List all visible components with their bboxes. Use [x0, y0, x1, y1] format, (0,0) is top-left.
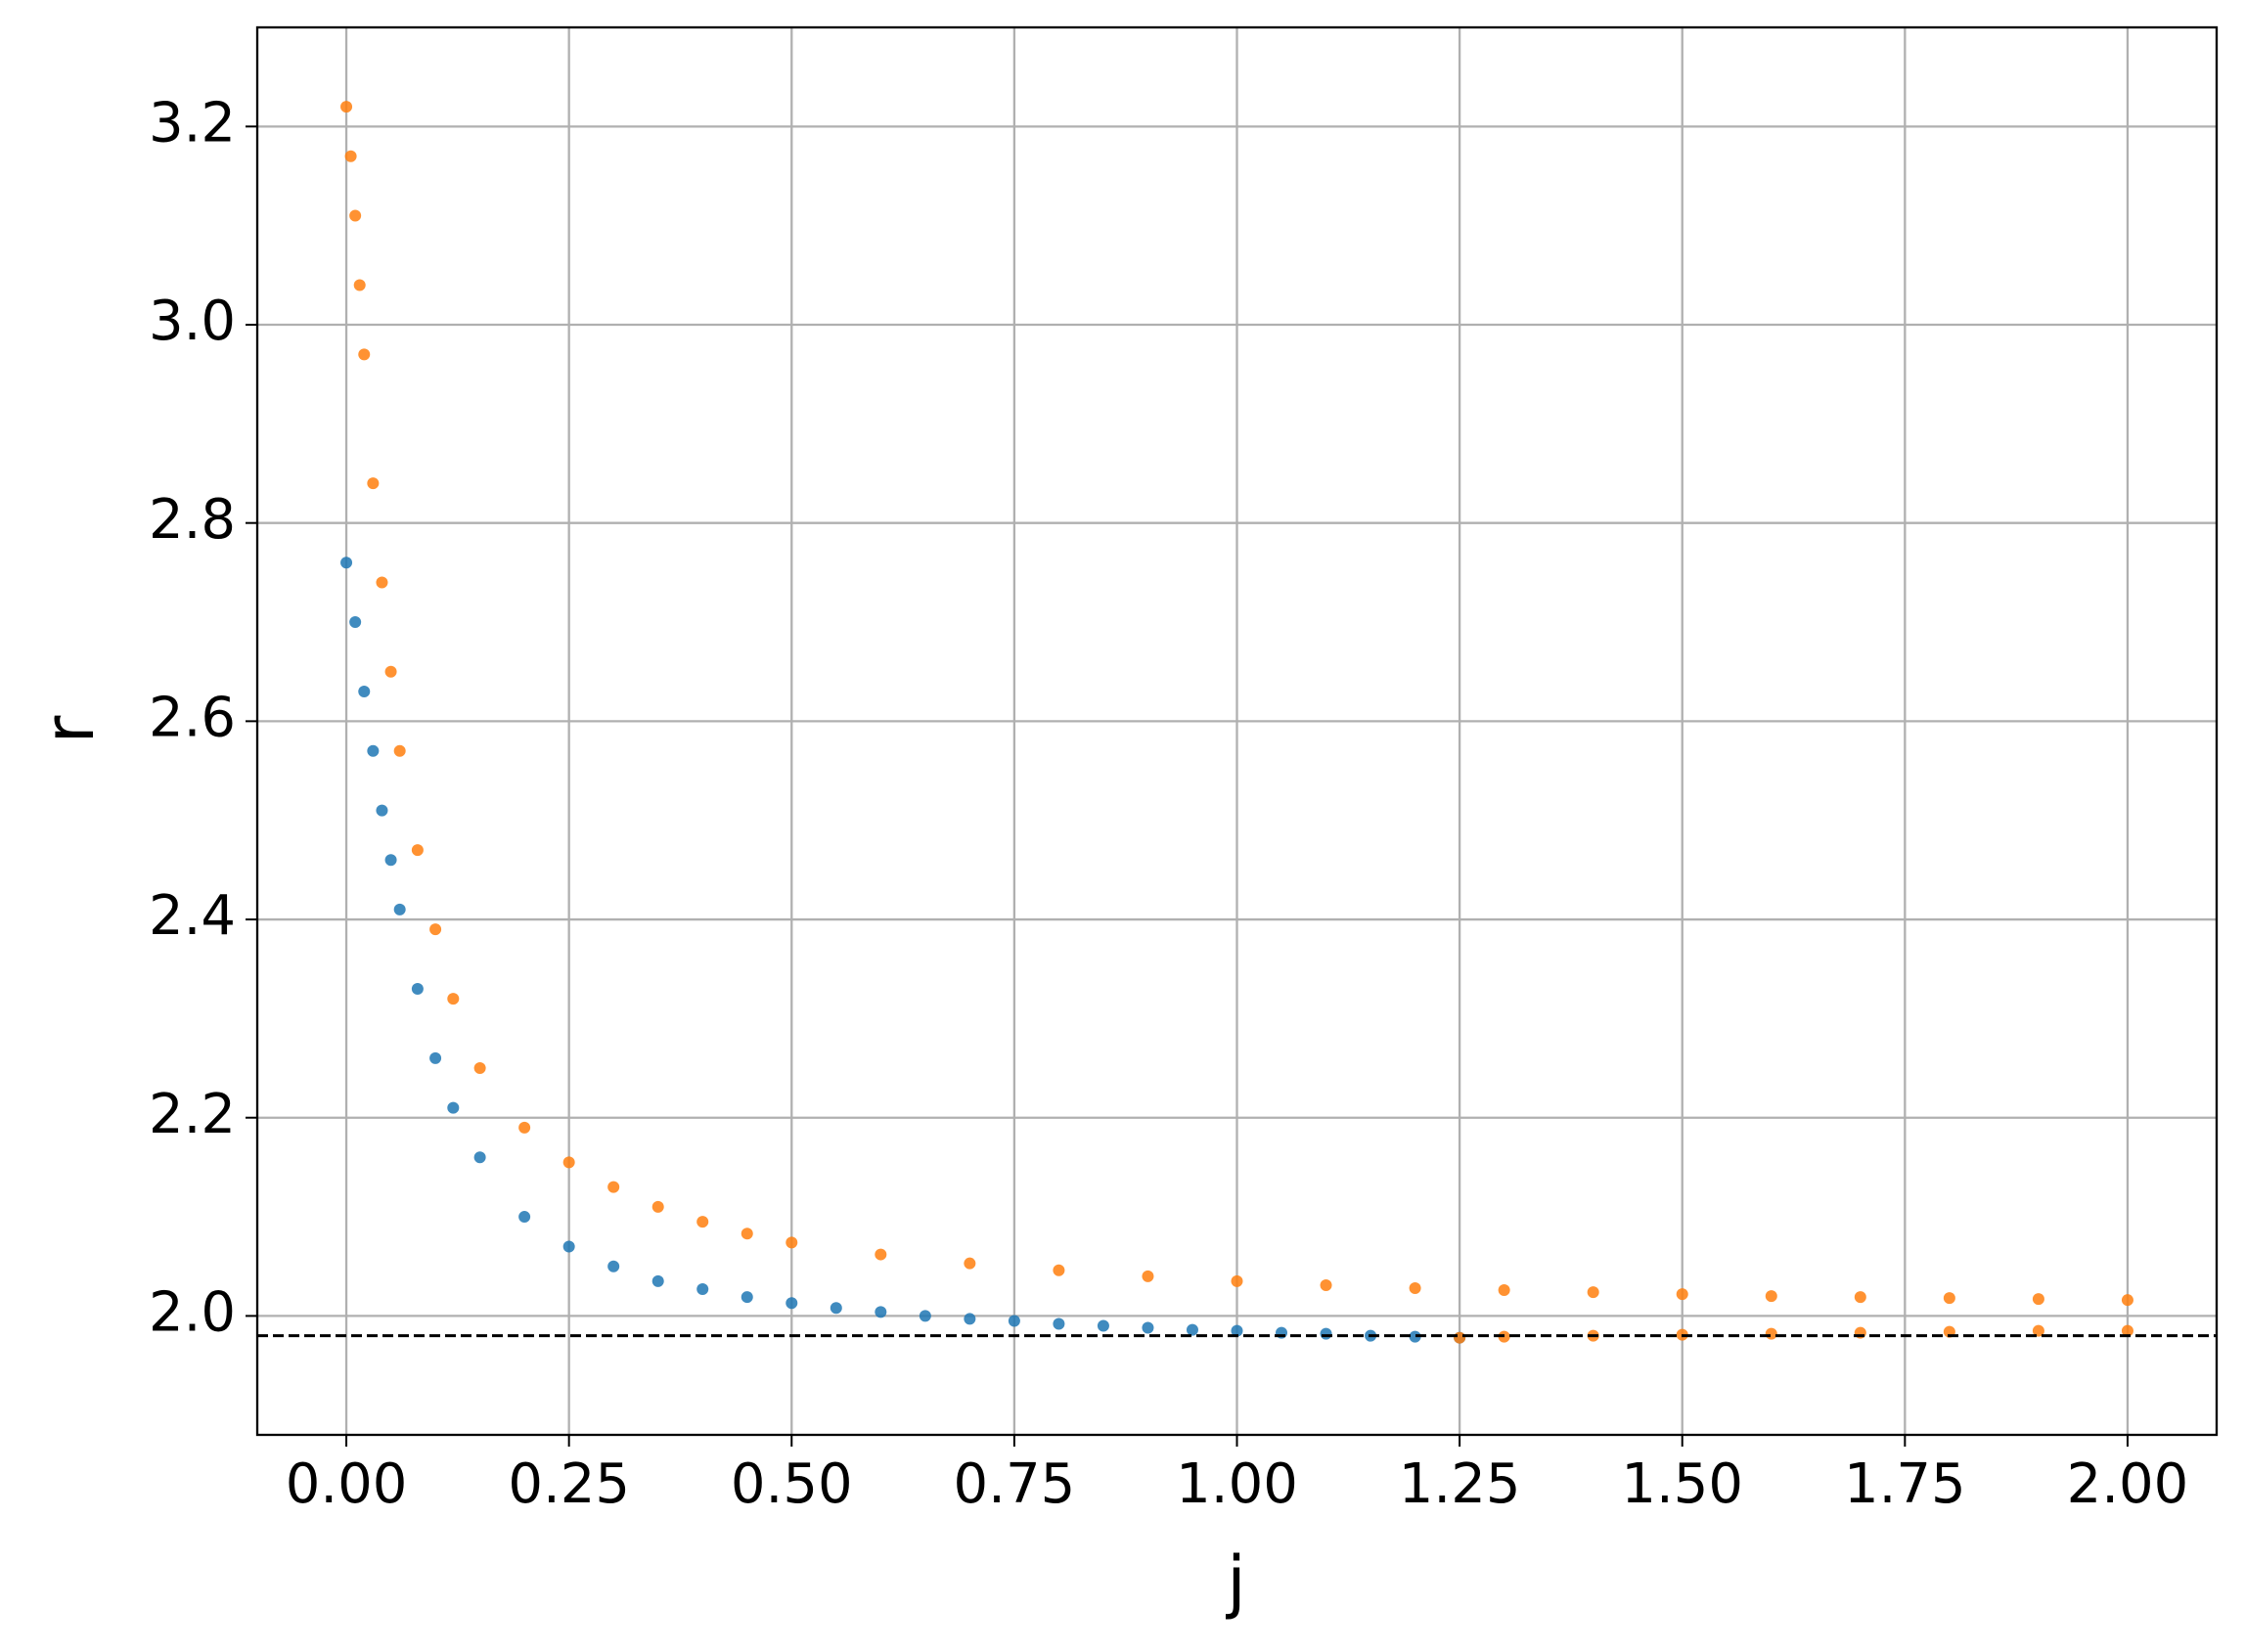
data-point — [1676, 1288, 1688, 1301]
data-point — [607, 1260, 620, 1272]
data-point — [1186, 1323, 1198, 1336]
data-point — [349, 616, 362, 629]
data-point — [1320, 1278, 1332, 1291]
y-tick-label: 2.4 — [149, 884, 236, 948]
data-point — [367, 477, 380, 490]
data-point — [562, 1240, 575, 1253]
data-point — [411, 844, 424, 857]
data-point — [447, 1101, 460, 1114]
data-point — [1097, 1319, 1109, 1332]
data-point — [429, 1051, 442, 1064]
data-point — [2121, 1324, 2133, 1337]
data-point — [830, 1302, 842, 1315]
data-point — [1765, 1290, 1777, 1303]
data-point — [1142, 1270, 1154, 1282]
x-tick-label: 1.00 — [1176, 1452, 1298, 1516]
data-point — [393, 903, 406, 915]
data-point — [376, 576, 388, 589]
data-point — [562, 1156, 575, 1169]
data-point — [358, 685, 371, 697]
data-point — [964, 1257, 976, 1270]
y-axis-label: r — [29, 715, 110, 743]
data-point — [2121, 1294, 2133, 1307]
data-point — [1409, 1330, 1421, 1343]
data-point — [651, 1200, 664, 1213]
data-point — [367, 744, 380, 757]
data-point — [1854, 1291, 1866, 1304]
data-point — [473, 1151, 486, 1164]
data-point — [393, 744, 406, 757]
x-tick-label: 2.00 — [2067, 1452, 2189, 1516]
data-point — [964, 1313, 976, 1325]
data-point — [786, 1236, 798, 1249]
data-point — [696, 1216, 709, 1228]
y-tick-label: 2.6 — [149, 687, 236, 750]
data-point — [384, 854, 397, 867]
x-tick-label: 1.25 — [1399, 1452, 1521, 1516]
x-tick-label: 1.50 — [1621, 1452, 1743, 1516]
data-point — [919, 1310, 931, 1322]
data-point — [384, 665, 397, 678]
data-point — [1008, 1315, 1020, 1327]
data-point — [473, 1062, 486, 1075]
data-point — [1320, 1327, 1332, 1340]
data-point — [376, 804, 388, 817]
data-point — [1498, 1284, 1510, 1297]
data-point — [1765, 1327, 1777, 1340]
y-tick-label: 3.0 — [149, 290, 236, 353]
x-tick-label: 1.75 — [1844, 1452, 1966, 1516]
data-point — [875, 1306, 887, 1318]
data-point — [518, 1211, 531, 1224]
x-tick-label: 0.75 — [954, 1452, 1076, 1516]
data-point — [786, 1297, 798, 1310]
data-point — [1053, 1317, 1065, 1330]
data-point — [349, 209, 362, 222]
data-point — [340, 101, 353, 113]
data-point — [1053, 1264, 1065, 1276]
data-point — [340, 557, 353, 569]
data-point — [358, 348, 371, 361]
data-point — [2032, 1324, 2044, 1337]
y-tick-label: 2.2 — [149, 1083, 236, 1146]
data-point — [1231, 1274, 1243, 1287]
x-tick-label: 0.50 — [731, 1452, 853, 1516]
data-point — [1142, 1321, 1154, 1334]
data-point — [2032, 1293, 2044, 1306]
data-point — [1409, 1282, 1421, 1295]
data-point — [1587, 1286, 1599, 1299]
x-axis-label: j — [1225, 1541, 1245, 1622]
x-tick-label: 0.25 — [508, 1452, 630, 1516]
data-point — [875, 1248, 887, 1261]
data-point — [411, 982, 424, 995]
data-point — [353, 279, 366, 291]
data-point — [429, 923, 442, 936]
data-point — [741, 1291, 753, 1304]
x-tick-label: 0.00 — [286, 1452, 408, 1516]
data-point — [651, 1274, 664, 1287]
data-point — [607, 1181, 620, 1193]
data-point — [741, 1228, 753, 1240]
data-point — [1943, 1292, 1955, 1305]
data-point — [447, 993, 460, 1005]
data-point — [1454, 1331, 1466, 1344]
y-tick-label: 3.2 — [149, 91, 236, 155]
y-tick-label: 2.8 — [149, 488, 236, 552]
data-point — [518, 1121, 531, 1134]
data-point — [344, 150, 357, 162]
y-tick-label: 2.0 — [149, 1281, 236, 1345]
plot-frame — [255, 25, 2219, 1437]
data-point — [1231, 1324, 1243, 1337]
data-point — [696, 1283, 709, 1296]
